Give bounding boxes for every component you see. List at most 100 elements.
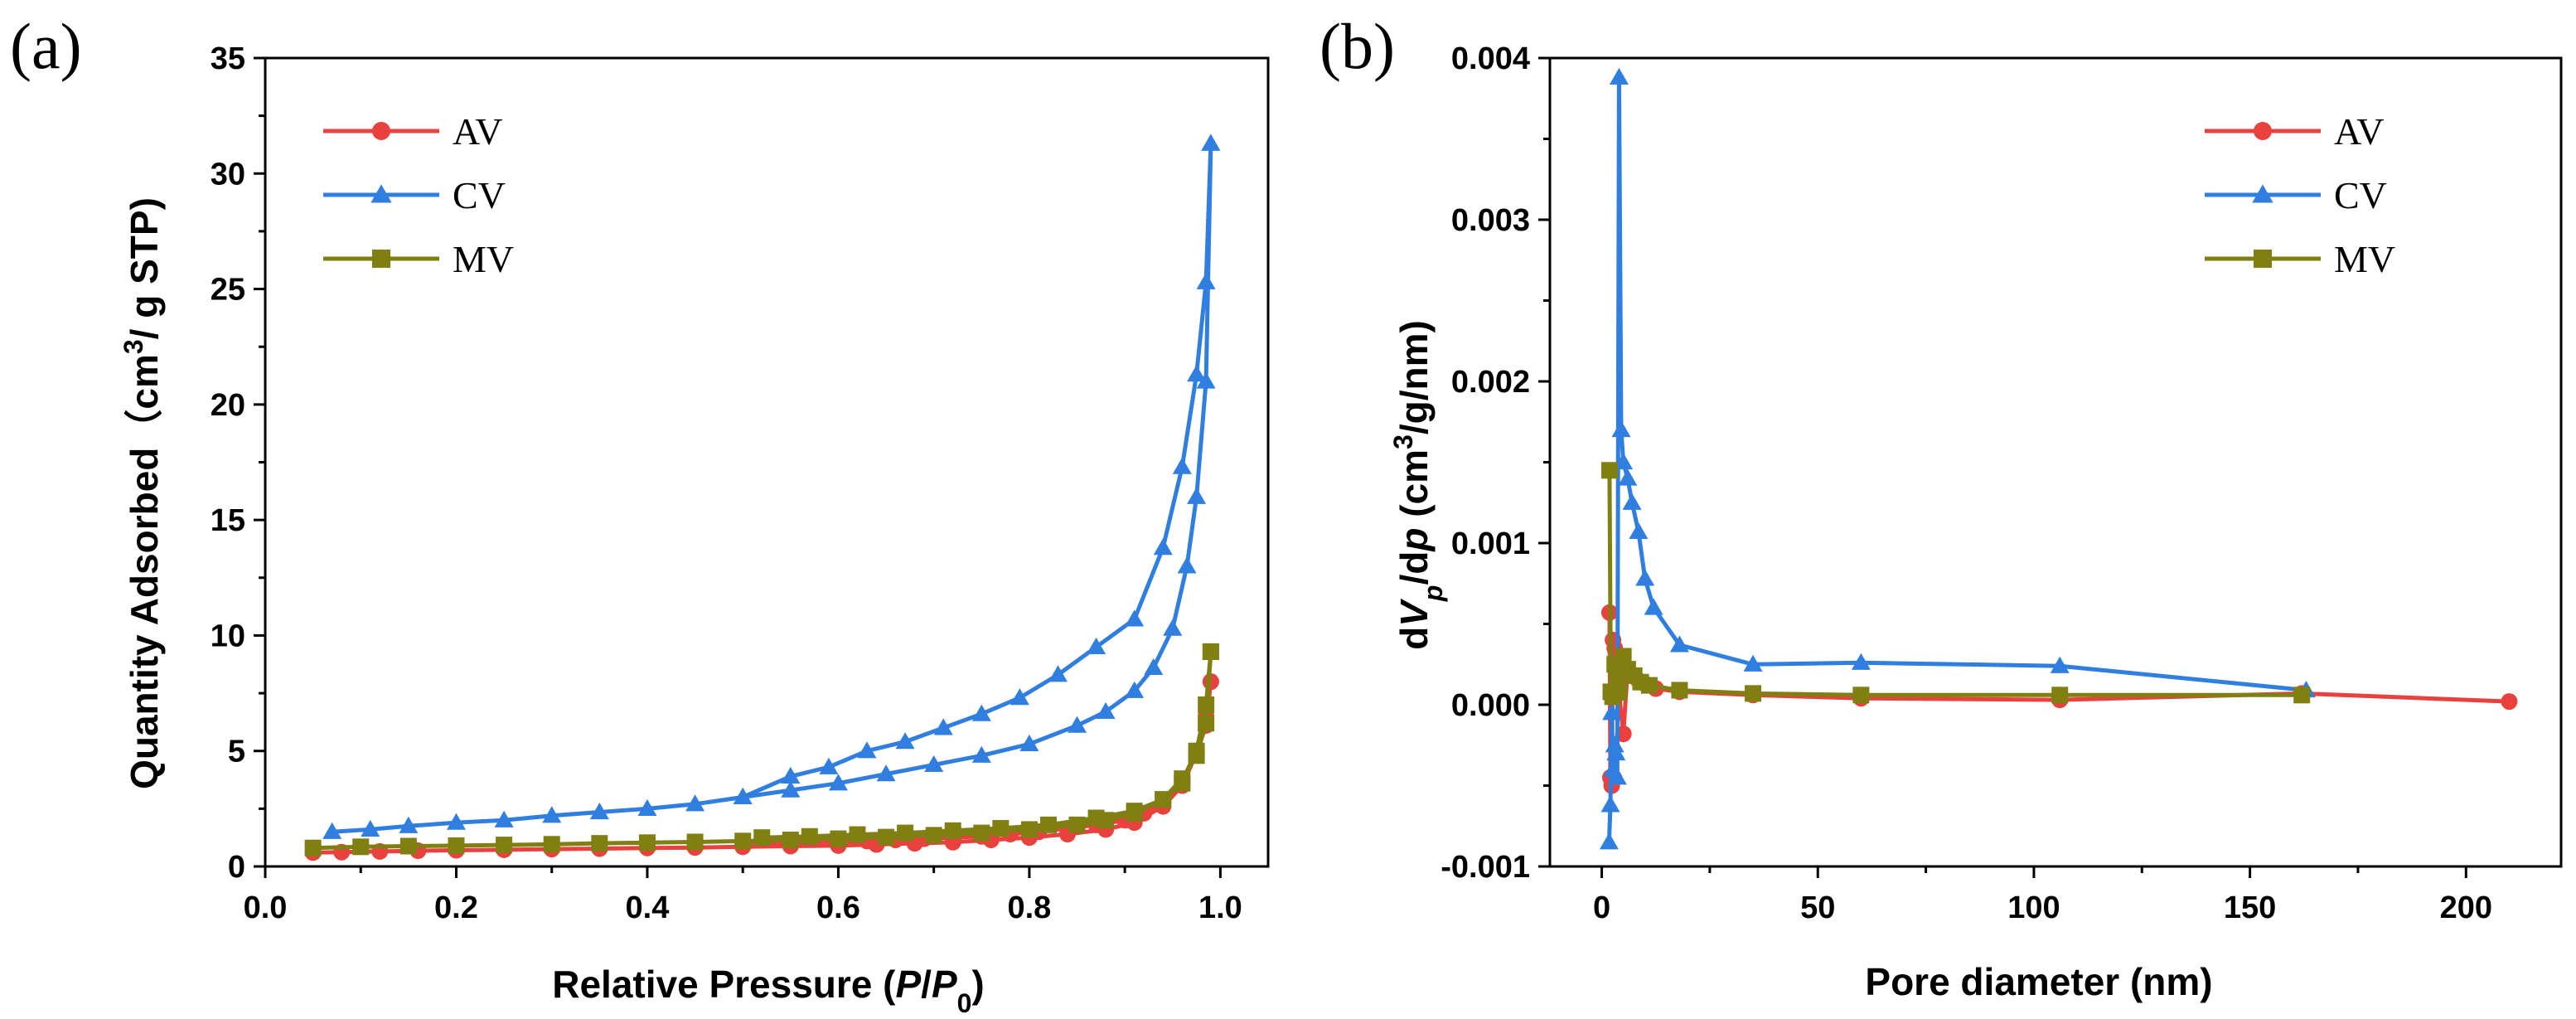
chart-0-series-MV-point-12 — [878, 828, 895, 846]
chart-0-series-CV-point-1 — [361, 819, 380, 837]
chart-0-legend-MV-marker — [372, 250, 390, 268]
chart-1-xtick-label-2: 100 — [2007, 890, 2060, 925]
chart-0-series-CV-point-14 — [971, 745, 991, 763]
chart-0-legend-CV-label: CV — [453, 174, 506, 216]
chart-0-series-CV-point-30 — [1125, 609, 1145, 627]
chart-0-series-CV-point-5 — [542, 806, 562, 823]
chart-0-series-CV-point-25 — [1201, 133, 1221, 151]
chart-0-series-CV-point-40 — [733, 787, 753, 805]
chart-0-series-CV-point-10 — [781, 780, 801, 798]
chart-1-series-MV-point-13 — [1852, 687, 1870, 704]
chart-0-series-MV-point-34 — [897, 824, 914, 842]
chart-0-series-MV-point-11 — [830, 830, 847, 847]
chart-0-series-CV-point-36 — [895, 732, 915, 750]
chart-0-series-MV-point-22 — [1198, 715, 1215, 732]
chart-1-series-MV-point-6 — [1615, 648, 1632, 665]
chart-1-series-MV-point-11 — [1671, 682, 1688, 699]
chart-0-series-CV-point-19 — [1144, 657, 1164, 676]
ylabel-b-part-2: p — [1418, 585, 1448, 603]
chart-1-series-CV-line — [1606, 75, 2307, 842]
ylabel-b-part-3: /d — [1392, 551, 1436, 585]
chart-0-xtick-label-0: 0.0 — [244, 890, 288, 925]
xlabel-a-part-3: P — [932, 963, 957, 1006]
chart-0-series-CV-point-18 — [1125, 681, 1145, 698]
chart-0-series-MV-point-28 — [1155, 791, 1172, 808]
chart-1-series-CV-point-12 — [1629, 522, 1649, 539]
chart-1-series-CV-point-2 — [1602, 703, 1622, 721]
ylabel-b-part-5: (cm — [1392, 449, 1436, 528]
chart-0-series-MV-point-33 — [944, 822, 961, 839]
chart-0-ytick-label-7: 35 — [211, 41, 245, 76]
chart-1-ytick-label-0: -0.001 — [1441, 850, 1530, 885]
chart-0-ytick-label-5: 25 — [211, 273, 245, 308]
chart-0-series-CV-point-33 — [1010, 688, 1029, 706]
chart-1-xtick-label-0: 0 — [1593, 890, 1610, 925]
chart-0-series-MV-point-4 — [496, 837, 513, 854]
chart-0-series-MV-point-16 — [1068, 816, 1086, 833]
chart-0-series-MV-point-10 — [782, 831, 799, 848]
chart-0-series-CV-point-22 — [1187, 487, 1207, 504]
chart-0-ytick-label-1: 5 — [228, 735, 245, 769]
chart-1-legend-AV-label: AV — [2334, 110, 2385, 153]
chart-1-series-MV-point-5 — [1610, 683, 1628, 701]
chart-0-series-CV-point-2 — [399, 816, 419, 833]
chart-0-series-CV-point-28 — [1172, 457, 1192, 474]
chart-0-series-MV-point-1 — [352, 838, 370, 856]
chart-0-series-CV-point-3 — [446, 813, 466, 830]
xlabel-a-part-5: ) — [971, 963, 984, 1006]
chart-0-xtick-label-2: 0.4 — [626, 890, 670, 925]
chart-0-series-MV-point-3 — [448, 837, 465, 854]
chart-1-legend-CV-marker — [2252, 184, 2273, 203]
chart-1-series-CV-point-14 — [1644, 598, 1663, 615]
ylabel-a-part-1: 3 — [119, 339, 148, 354]
chart-1-series-CV-point-13 — [1635, 569, 1655, 586]
xlabel-a-part-2: / — [921, 963, 932, 1006]
panel-b-series — [1599, 67, 2518, 850]
chart-1-series-CV-point-5 — [1606, 744, 1626, 761]
chart-0-legend-AV-marker — [372, 122, 390, 140]
chart-0-ytick-label-6: 30 — [211, 157, 245, 192]
chart-1-legend-CV-label: CV — [2334, 174, 2387, 216]
chart-0-series-CV-point-32 — [1048, 665, 1068, 682]
chart-0-series-MV-point-13 — [925, 827, 942, 844]
chart-0-ytick-label-2: 10 — [211, 619, 245, 653]
panel-b-legend: AV CV MV — [2205, 110, 2395, 280]
chart-0-series-CV-point-7 — [637, 798, 657, 816]
chart-0-series-CV-point-27 — [1187, 365, 1207, 382]
chart-1-xtick-label-1: 50 — [1800, 890, 1835, 925]
chart-0-xtick-label-4: 0.8 — [1007, 890, 1051, 925]
chart-0-series-CV-point-29 — [1153, 538, 1173, 556]
panel-b: (b) 0 50 100 150 200 -0.001 0.000 0.001 0.002 0.0… — [1319, 10, 2563, 1003]
chart-0-series-MV-point-9 — [734, 832, 752, 850]
chart-1-series-CV-point-11 — [1622, 493, 1642, 510]
chart-1-series-CV-point-17 — [1851, 653, 1871, 670]
chart-0-series-CV-point-39 — [781, 766, 801, 784]
chart-0-xtick-label-1: 0.2 — [434, 890, 478, 925]
chart-0-ytick-label-3: 15 — [211, 503, 245, 538]
chart-0-series-CV-line — [332, 141, 1213, 834]
chart-0-series-MV-point-27 — [1174, 774, 1191, 792]
chart-1-series-CV-point-18 — [2050, 656, 2070, 673]
chart-0-series-CV-point-13 — [924, 755, 944, 773]
chart-0-series-CV-point-12 — [876, 764, 896, 782]
chart-0-series-CV-point-20 — [1163, 619, 1183, 636]
chart-0-ytick-label-4: 20 — [211, 388, 245, 423]
panel-a-axes: 0.0 0.2 0.4 0.6 0.8 1.0 0 5 10 15 20 25 30 35 — [211, 41, 1270, 925]
chart-0-legend-CV-marker — [370, 184, 392, 203]
chart-1-series-CV-point-4 — [1605, 735, 1625, 753]
chart-0-ytick-label-0: 0 — [228, 850, 245, 885]
chart-1-ytick-label-1: 0.000 — [1451, 688, 1530, 723]
chart-1-series-CV-point-0 — [1599, 832, 1619, 850]
xlabel-a-part-4: 0 — [957, 988, 972, 1018]
chart-1-ytick-label-3: 0.002 — [1451, 365, 1530, 400]
chart-0-series-CV-point-26 — [1196, 272, 1216, 289]
chart-0-series-CV-point-6 — [589, 803, 609, 820]
chart-1-series-MV-point-10 — [1640, 677, 1658, 694]
chart-1-xtick-label-3: 150 — [2224, 890, 2276, 925]
chart-1-series-MV-point-12 — [1745, 685, 1762, 702]
panel-b-y-axis-title: dVp/dp (cm3/g/nm) — [1388, 320, 1448, 650]
chart-1-legend-AV-marker — [2254, 122, 2272, 140]
ylabel-a-part-2: / g STP) — [123, 197, 166, 339]
